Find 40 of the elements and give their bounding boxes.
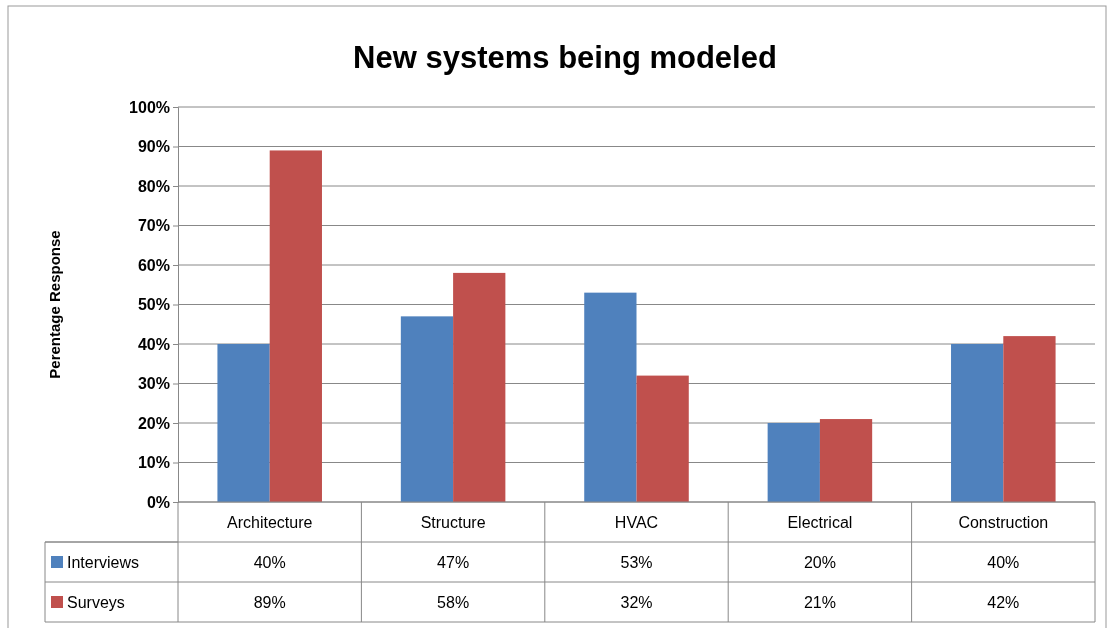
- legend-label: Interviews: [67, 554, 140, 571]
- y-axis-title: Perentage Response: [46, 230, 63, 379]
- data-label: 42%: [987, 594, 1020, 611]
- x-tick-label: Structure: [420, 514, 486, 531]
- y-tick-label: 50%: [137, 296, 170, 314]
- bar: [1003, 336, 1056, 502]
- data-label: 32%: [620, 594, 653, 611]
- x-tick-label: HVAC: [614, 514, 659, 531]
- bar: [584, 292, 637, 502]
- chart-title: New systems being modeled: [353, 40, 777, 75]
- bar: [636, 375, 689, 502]
- data-label: 20%: [803, 554, 836, 571]
- y-tick-label: 60%: [137, 256, 170, 274]
- data-label: 40%: [987, 554, 1020, 571]
- y-tick-label: 40%: [137, 335, 170, 353]
- y-tick-label: 100%: [129, 98, 170, 116]
- y-tick-label: 80%: [137, 177, 170, 195]
- bar: [400, 316, 454, 502]
- y-tick-label: 70%: [137, 217, 170, 235]
- x-tick-label: Electrical: [787, 514, 853, 531]
- bar: [217, 344, 270, 502]
- y-tick-label: 10%: [137, 454, 170, 472]
- data-label: 47%: [437, 554, 470, 571]
- legend-label: Surveys: [67, 594, 125, 611]
- bar: [453, 272, 506, 502]
- x-tick-label: Construction: [958, 514, 1049, 531]
- bar: [767, 423, 820, 502]
- y-tick-label: 30%: [137, 375, 170, 393]
- data-label: 89%: [253, 594, 286, 611]
- data-label: 53%: [620, 554, 653, 571]
- data-label: 21%: [803, 594, 836, 611]
- data-label: 58%: [437, 594, 470, 611]
- bar: [951, 344, 1004, 502]
- y-tick-label: 20%: [137, 414, 170, 432]
- y-tick-label: 0%: [146, 493, 170, 511]
- bar: [819, 419, 873, 502]
- bar: [269, 150, 322, 502]
- y-tick-label: 90%: [137, 138, 170, 156]
- data-label: 40%: [253, 554, 286, 571]
- x-tick-label: Architecture: [227, 514, 313, 531]
